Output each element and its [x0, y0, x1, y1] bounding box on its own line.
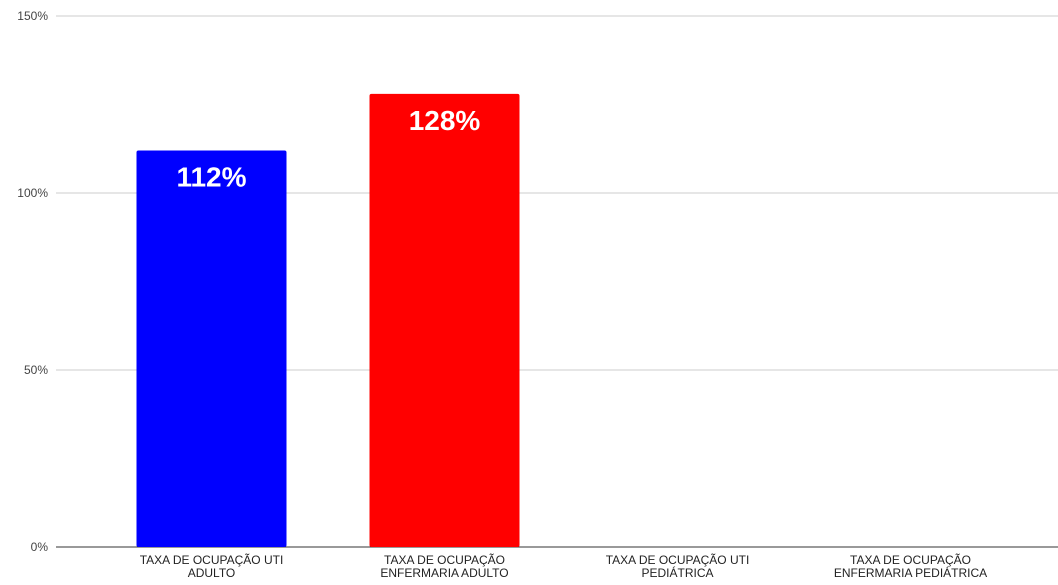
- x-tick-label: TAXA DE OCUPAÇÃO UTI PEDIÁTRICA: [606, 553, 750, 580]
- bars: [136, 93, 520, 547]
- y-tick-label: 0%: [31, 540, 49, 554]
- y-tick-label: 50%: [24, 363, 48, 377]
- x-axis-ticks: TAXA DE OCUPAÇÃO UTI ADULTO TAXA DE OCUPAÇ…: [140, 553, 987, 580]
- data-labels: 112% 128%: [176, 105, 480, 193]
- x-tick-label: TAXA DE OCUPAÇÃO UTI ADULTO: [140, 553, 284, 580]
- x-tick-label: TAXA DE OCUPAÇÃO ENFERMARIA PEDIÁTRICA: [834, 553, 987, 580]
- data-label: 112%: [176, 162, 246, 193]
- bar: [369, 93, 520, 547]
- data-label: 128%: [409, 105, 481, 136]
- y-tick-label: 150%: [17, 9, 48, 23]
- y-tick-label: 100%: [17, 186, 48, 200]
- y-axis-ticks: 0% 50% 100% 150%: [17, 9, 48, 554]
- bar: [136, 150, 287, 547]
- x-tick-label: TAXA DE OCUPAÇÃO ENFERMARIA ADULTO: [380, 553, 508, 580]
